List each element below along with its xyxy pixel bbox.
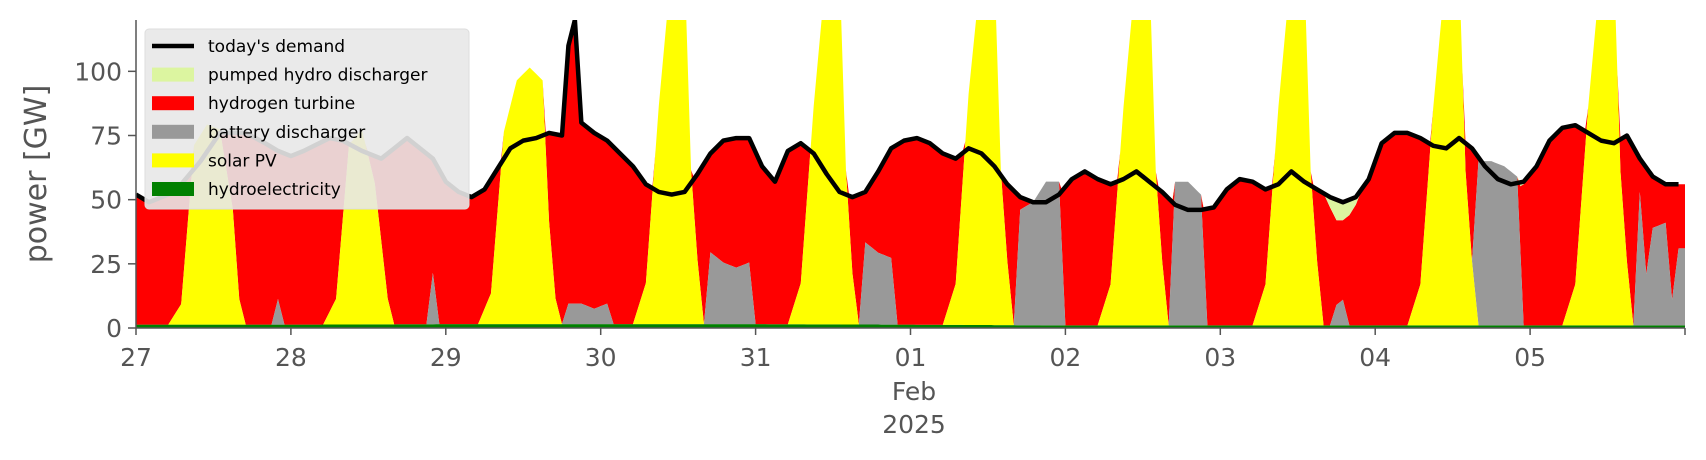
area-hydroelectricity bbox=[136, 324, 1685, 328]
x-tick-label: 30 bbox=[585, 343, 617, 372]
legend-entry-label: solar PV bbox=[208, 151, 277, 171]
legend: today's demand pumped hydro discharger hyd… bbox=[144, 28, 470, 210]
y-tick-label: 50 bbox=[90, 186, 122, 215]
x-tick-label: 27 bbox=[120, 343, 152, 372]
y-tick-label: 0 bbox=[106, 314, 122, 343]
legend-swatch bbox=[152, 153, 194, 168]
x-tick-label: 31 bbox=[740, 343, 772, 372]
legend-entry-label: pumped hydro discharger bbox=[208, 66, 427, 86]
y-tick-label: 100 bbox=[74, 57, 122, 86]
demand-line bbox=[136, 20, 1679, 213]
x-tick-label: 01 bbox=[895, 343, 927, 372]
legend-swatch bbox=[152, 67, 194, 82]
x-tick-label: 03 bbox=[1204, 343, 1236, 372]
legend-entry-label: battery discharger bbox=[208, 123, 365, 143]
legend-entry-label: hydroelectricity bbox=[208, 180, 341, 200]
y-axis-label: power [GW] bbox=[19, 85, 54, 264]
y-tick-label: 75 bbox=[90, 122, 122, 151]
legend-entry-label: hydrogen turbine bbox=[208, 94, 355, 114]
y-tick-label: 25 bbox=[90, 250, 122, 279]
legend-entry-label: today's demand bbox=[208, 37, 345, 57]
x-month-label: Feb bbox=[892, 377, 936, 406]
x-tick-label: 29 bbox=[430, 343, 462, 372]
x-tick-label: 02 bbox=[1049, 343, 1081, 372]
legend-swatch bbox=[152, 182, 194, 196]
legend-swatch bbox=[152, 96, 194, 111]
x-tick-label: 05 bbox=[1514, 343, 1546, 372]
legend-swatch bbox=[152, 124, 194, 139]
x-tick-label: 04 bbox=[1359, 343, 1391, 372]
area-solar-pv bbox=[136, 20, 1685, 326]
plot-area bbox=[136, 20, 1685, 328]
x-tick-label: 28 bbox=[275, 343, 307, 372]
legend-box bbox=[144, 28, 470, 210]
axes: power [GW] Feb 2025 0 25 50 75 100 27 28 29 30 31… bbox=[19, 20, 1686, 439]
x-year-label: 2025 bbox=[882, 410, 946, 439]
area-hydrogen-turbine bbox=[136, 20, 1685, 326]
